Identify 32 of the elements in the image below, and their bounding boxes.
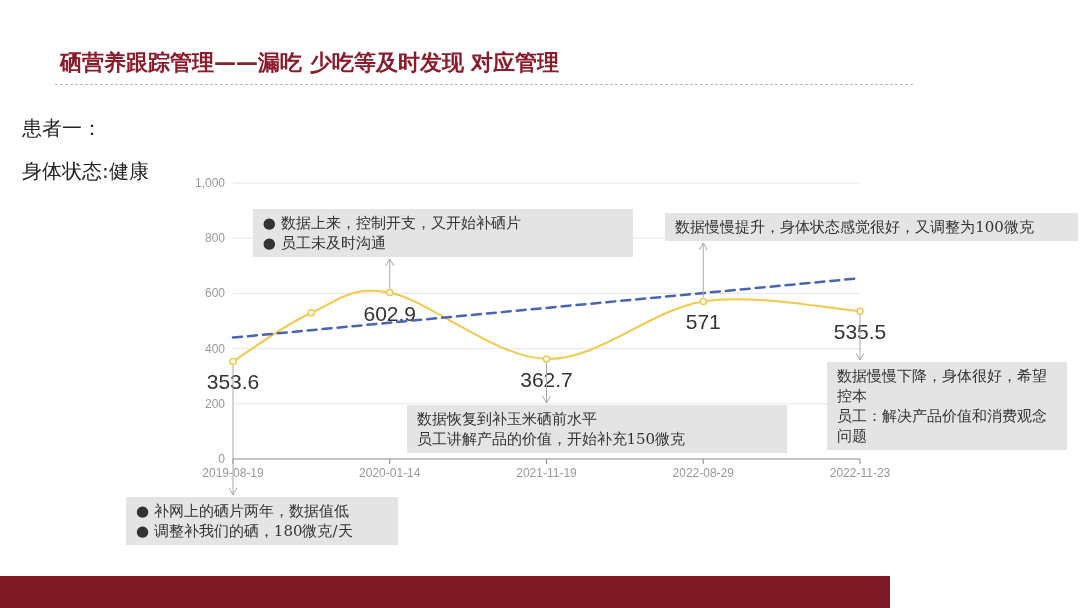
text: 身体状态:健康 <box>22 158 149 185</box>
point <box>856 307 864 315</box>
annotation: ● 数据上来，控制开支，又开始补硒片 ● 员工未及时沟通 <box>262 213 522 253</box>
point <box>699 297 707 306</box>
point <box>229 357 237 366</box>
annotation: 数据慢慢下降，身体很好，希望控本 <box>837 366 1048 406</box>
x-tick-label: 2019-08-19 <box>202 466 265 480</box>
x-tick-label: 2022-11-23 <box>829 466 891 480</box>
y-tick-label: 0 <box>218 452 226 466</box>
point <box>386 288 394 297</box>
x-tick-label: 2020-01-14 <box>359 466 421 480</box>
y-tick-label: 800 <box>204 231 226 246</box>
data-label: 362.7 <box>520 367 573 391</box>
data-label: 571 <box>685 310 721 334</box>
text: 患者一： <box>22 115 102 142</box>
chart-title: 硒营养跟踪管理——漏吃 少吃等及时发现 对应管理 <box>60 49 560 77</box>
y-tick-label: 1,000 <box>194 176 226 190</box>
data-label: 535.5 <box>833 320 887 344</box>
point <box>307 308 316 317</box>
data-label: 602.9 <box>363 301 417 325</box>
annotation: ● 补网上的硒片两年，数据值低 ● 调整补我们的硒，180微克/天 <box>136 501 354 541</box>
point <box>542 355 551 363</box>
annotation: 数据恢复到补玉米硒前水平 <box>416 409 598 429</box>
annotation: 员工：解决产品价值和消费观念问题 <box>837 406 1048 446</box>
data-label: 353.6 <box>206 370 260 394</box>
x-tick-label: 2021-11-19 <box>516 466 578 480</box>
annotation: 员工讲解产品的价值，开始补充150微克 <box>416 429 687 449</box>
y-tick-label: 600 <box>204 286 226 301</box>
y-tick-label: 200 <box>204 396 226 411</box>
y-tick-label: 400 <box>204 341 226 356</box>
x-tick-label: 2022-08-29 <box>672 466 735 480</box>
annotation: 数据慢慢提升，身体状态感觉很好，又调整为100微克 <box>675 217 1035 237</box>
